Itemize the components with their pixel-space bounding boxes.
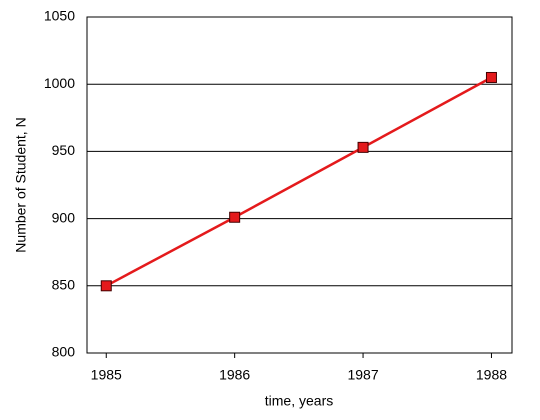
y-tick-label: 800	[52, 344, 76, 360]
series-line	[105, 76, 493, 287]
y-tick-label: 1050	[44, 8, 75, 24]
y-tick-label: 950	[52, 142, 76, 158]
y-tick-label: 850	[52, 277, 76, 293]
y-tick-label: 900	[52, 209, 76, 225]
marker	[357, 141, 369, 153]
plot-area	[87, 17, 512, 353]
y-tick-label: 1000	[44, 75, 75, 91]
y-axis-label: Number of Student, N	[13, 117, 29, 252]
x-tick-label: 1985	[91, 367, 122, 383]
x-axis-label: time, years	[265, 393, 333, 409]
plot-border	[86, 16, 513, 354]
marker	[100, 280, 112, 292]
marker	[485, 71, 497, 83]
x-tick-label: 1987	[347, 367, 378, 383]
x-tick-label: 1988	[476, 367, 507, 383]
x-tick-label: 1986	[219, 367, 250, 383]
marker	[229, 211, 241, 223]
